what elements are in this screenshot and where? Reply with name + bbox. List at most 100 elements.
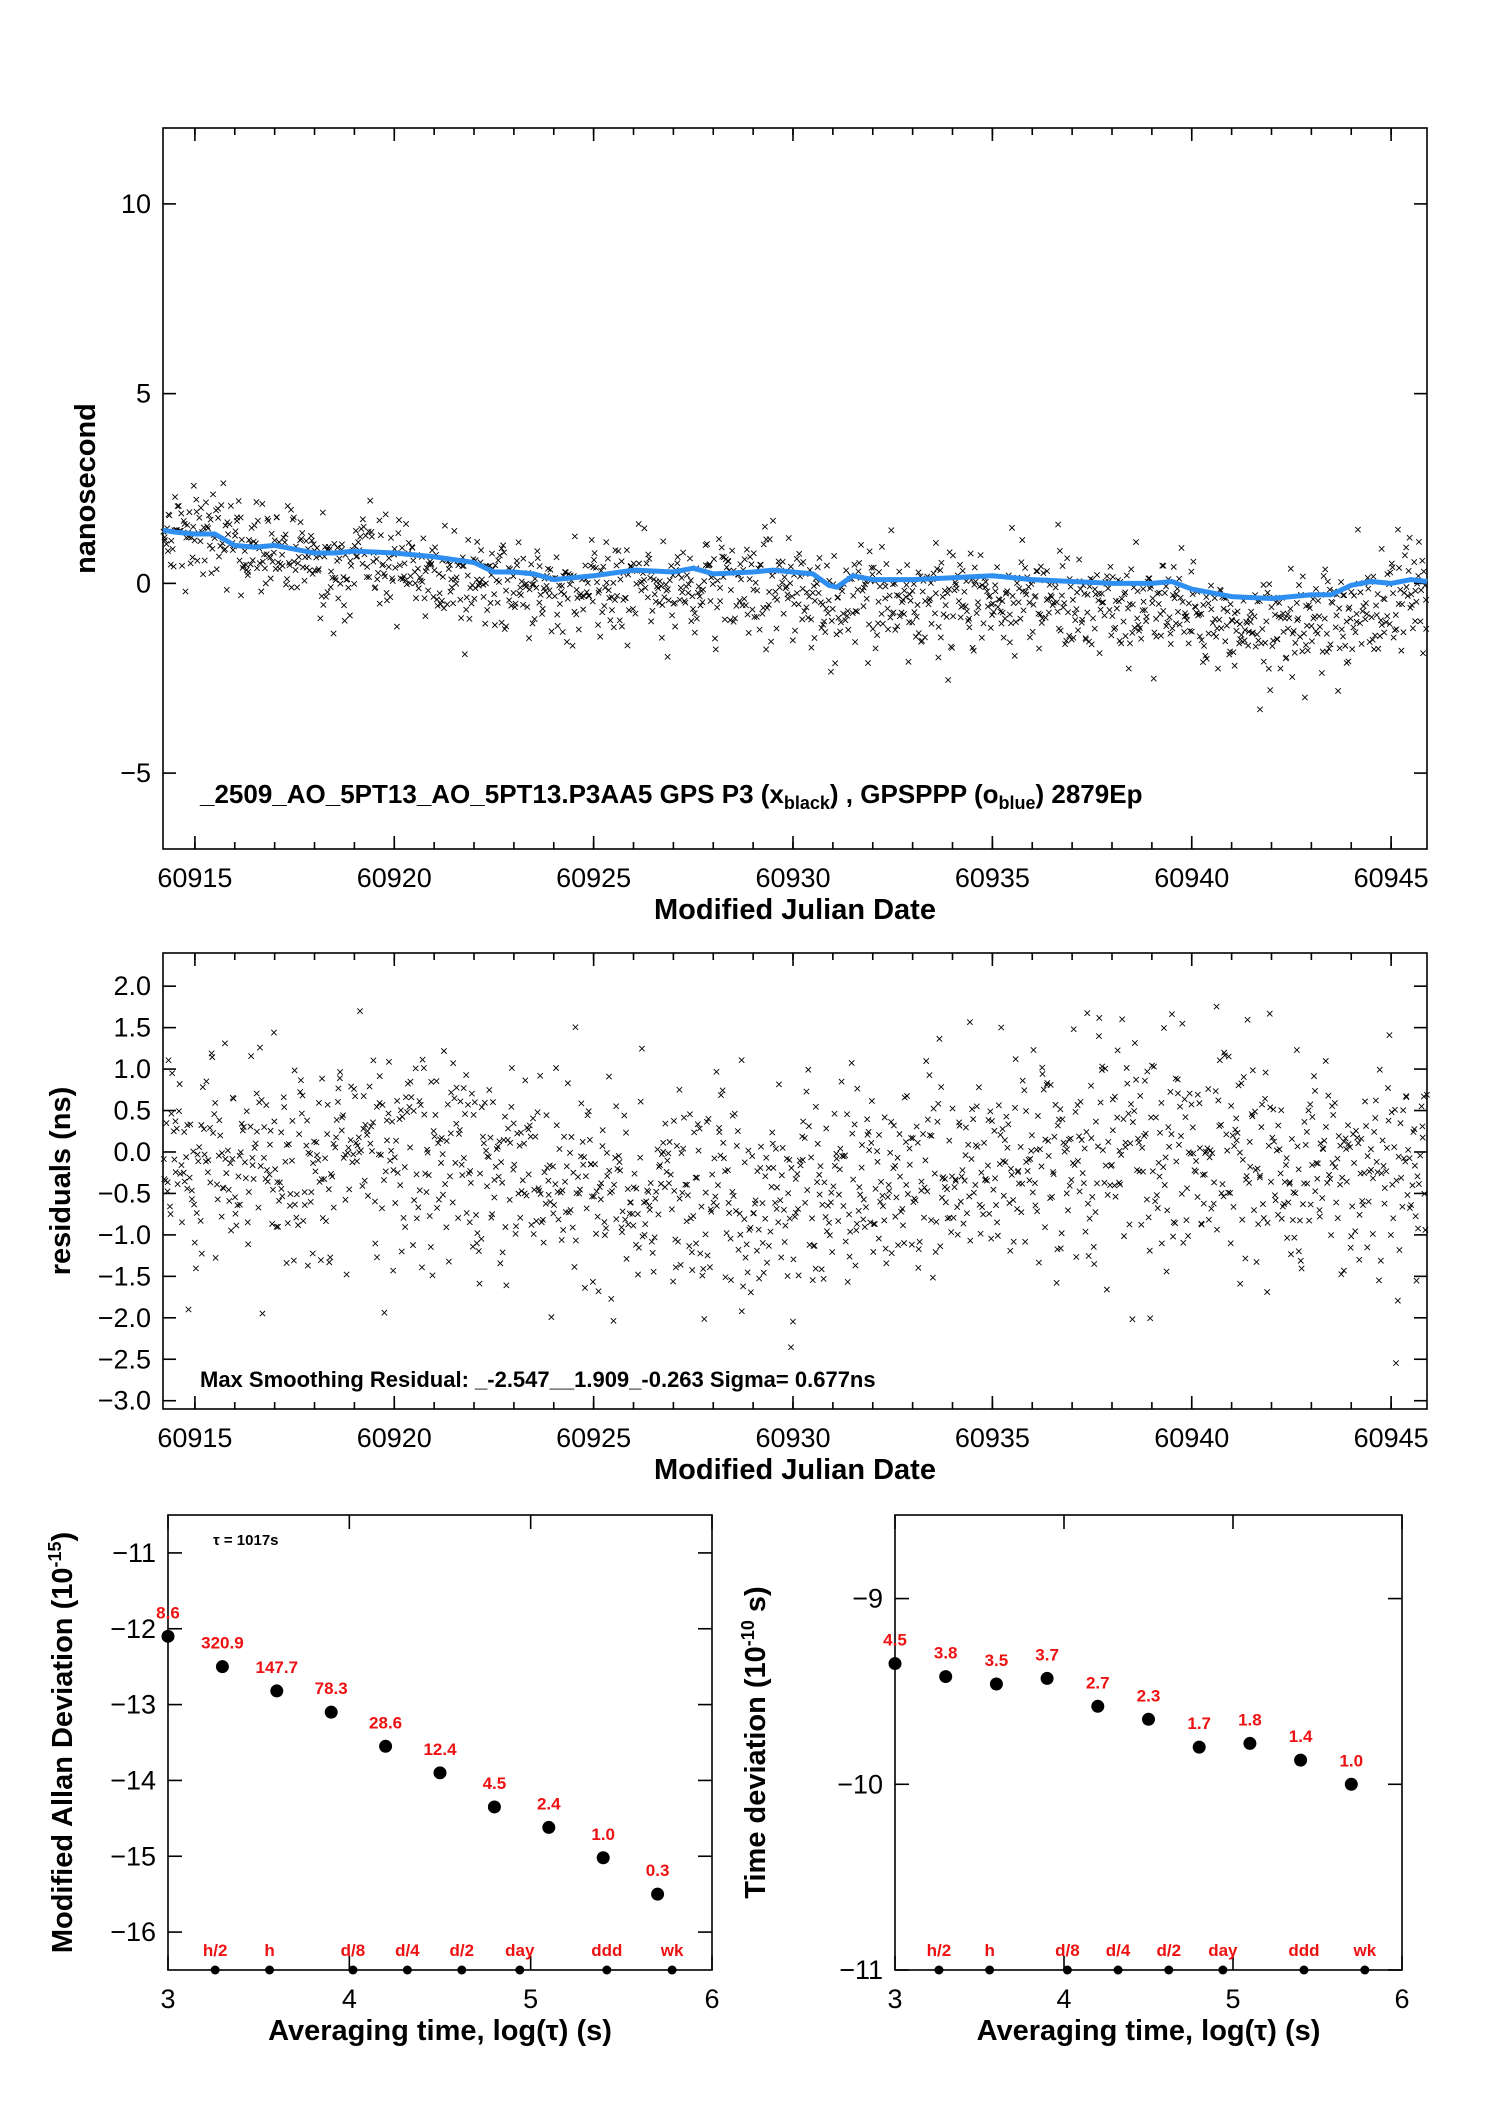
data-point xyxy=(1156,1129,1163,1136)
data-point xyxy=(922,1157,929,1164)
data-point xyxy=(167,1211,174,1218)
data-point xyxy=(981,1139,988,1146)
data-point xyxy=(507,1139,514,1146)
data-point xyxy=(760,1269,767,1276)
data-point xyxy=(1246,614,1253,621)
data-point xyxy=(768,1183,775,1190)
data-point xyxy=(533,584,540,591)
data-point xyxy=(929,1274,936,1281)
data-point xyxy=(886,1187,893,1194)
data-point xyxy=(820,1275,827,1282)
data-point xyxy=(1317,1140,1324,1147)
data-point xyxy=(379,1101,386,1108)
data-point xyxy=(317,1257,324,1264)
data-point xyxy=(334,544,341,551)
data-point xyxy=(1165,1124,1172,1131)
data-point xyxy=(962,1152,969,1159)
data-point xyxy=(582,1173,589,1180)
data-point xyxy=(793,590,800,597)
data-point xyxy=(412,580,419,587)
data-point xyxy=(1289,1217,1296,1224)
data-point xyxy=(476,1280,483,1287)
data-point xyxy=(641,1231,648,1238)
data-point xyxy=(382,511,389,518)
time-marker-dot xyxy=(1299,1965,1309,1975)
y-tick-label: −1.0 xyxy=(98,1220,151,1250)
data-point xyxy=(1069,596,1076,603)
data-point xyxy=(1209,1150,1216,1157)
data-point xyxy=(788,1164,795,1171)
data-point xyxy=(816,1191,823,1198)
data-point xyxy=(1164,619,1171,626)
data-point xyxy=(670,1278,677,1285)
data-point xyxy=(895,1242,902,1249)
data-point xyxy=(775,1219,782,1226)
data-point xyxy=(1315,597,1322,604)
data-point xyxy=(547,566,554,573)
data-point xyxy=(352,1093,359,1100)
data-point xyxy=(1060,604,1067,611)
data-point xyxy=(353,1158,360,1165)
data-point xyxy=(1351,1159,1358,1167)
data-point xyxy=(778,1172,785,1179)
data-point xyxy=(1343,618,1350,625)
data-point xyxy=(914,1139,921,1146)
data-point xyxy=(394,1169,401,1176)
data-point xyxy=(850,1176,857,1183)
data-point xyxy=(1039,1070,1046,1078)
data-point xyxy=(244,1219,251,1226)
data-point xyxy=(1146,1247,1153,1254)
data-point xyxy=(210,1130,217,1137)
data-point xyxy=(1409,1182,1416,1189)
data-point xyxy=(712,646,719,653)
data-point xyxy=(1196,633,1203,640)
data-point xyxy=(1010,600,1017,607)
time-marker-label: day xyxy=(505,1941,535,1960)
data-point xyxy=(1153,1192,1160,1199)
data-point xyxy=(725,1199,732,1206)
data-point xyxy=(779,579,786,586)
data-point xyxy=(1231,1142,1238,1149)
data-point xyxy=(1070,634,1077,641)
data-point xyxy=(1388,1109,1395,1116)
data-point xyxy=(607,617,614,624)
data-point xyxy=(950,613,957,620)
point-count-label: 0.3 xyxy=(646,1861,670,1880)
data-point xyxy=(1032,593,1039,600)
data-point xyxy=(942,602,949,609)
time-marker-dot xyxy=(265,1965,275,1975)
data-point xyxy=(1146,575,1153,582)
data-point xyxy=(1019,1180,1026,1187)
data-point xyxy=(475,1248,482,1255)
data-point xyxy=(1320,1146,1327,1153)
deviation-point xyxy=(1091,1699,1105,1713)
data-point xyxy=(1372,1114,1379,1122)
data-point xyxy=(1122,633,1129,640)
data-point xyxy=(278,1129,285,1136)
data-point xyxy=(618,558,625,565)
data-point xyxy=(596,1183,603,1190)
data-point xyxy=(877,1198,884,1205)
data-point xyxy=(1159,562,1166,569)
data-point xyxy=(1405,1146,1412,1153)
data-point xyxy=(382,1168,389,1175)
data-point xyxy=(322,1218,329,1225)
data-point xyxy=(1079,616,1086,623)
data-point xyxy=(1348,1233,1355,1240)
data-point xyxy=(696,593,703,600)
data-point xyxy=(1050,1169,1057,1176)
deviation-point xyxy=(487,1800,501,1814)
data-point xyxy=(674,553,681,560)
data-point xyxy=(1009,593,1016,600)
data-point xyxy=(163,1120,170,1127)
data-point xyxy=(1401,552,1408,559)
data-point xyxy=(1412,1213,1419,1220)
data-point xyxy=(732,1207,740,1214)
data-point xyxy=(529,581,536,588)
data-point xyxy=(321,1176,328,1183)
data-point xyxy=(1139,1144,1146,1151)
data-point xyxy=(1022,1238,1029,1245)
data-point xyxy=(1242,626,1249,633)
data-point xyxy=(789,1318,796,1325)
